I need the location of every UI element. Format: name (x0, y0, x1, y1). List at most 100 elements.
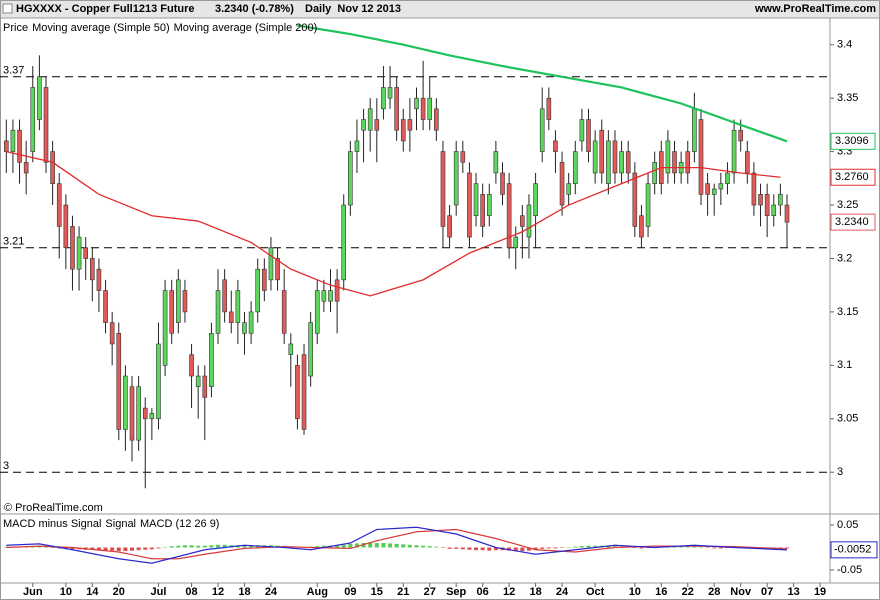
histogram-bar (566, 547, 571, 548)
candle-body (215, 290, 221, 334)
candle-body (176, 279, 181, 323)
y-tick-label: 3.25 (837, 199, 858, 211)
candle-body (23, 161, 29, 174)
histogram-bar (487, 547, 492, 551)
x-tick-label: 13 (787, 586, 799, 598)
candle-body (394, 87, 399, 131)
candle-body (705, 183, 710, 195)
x-tick-label: 21 (397, 586, 409, 598)
candle-body (90, 258, 95, 281)
x-tick-label: Sep (446, 586, 466, 598)
histogram-bar (368, 543, 373, 548)
histogram-bar (394, 543, 399, 548)
histogram-bar (130, 547, 135, 551)
candle-body (116, 332, 122, 430)
candle-body (387, 87, 393, 99)
candle-body (202, 375, 208, 398)
histogram-bar (361, 543, 366, 548)
x-tick-label: 12 (212, 586, 224, 598)
candle-body (467, 172, 472, 238)
candle-body (4, 140, 9, 152)
histogram-bar (407, 544, 412, 548)
candle-body (718, 183, 724, 190)
legend-entry: Moving average (Simple 200) (174, 22, 318, 34)
candle-body (612, 140, 618, 174)
candle-body (434, 108, 439, 131)
candle-body (348, 151, 353, 206)
watermark: © ProRealTime.com (4, 502, 103, 514)
y-tick-label: 3.35 (837, 92, 858, 104)
header-bar (0, 0, 880, 18)
candle-body (606, 140, 611, 184)
x-tick-label: 24 (556, 586, 569, 598)
candle-body (17, 129, 22, 163)
histogram-bar (242, 545, 247, 548)
candle-body (248, 311, 254, 334)
legend-entry: MACD minus Signal (3, 518, 101, 530)
x-tick-label: 19 (814, 586, 826, 598)
candle-body (778, 194, 783, 206)
histogram-bar (573, 546, 578, 548)
histogram-bar (222, 544, 227, 548)
x-tick-label: 20 (113, 586, 125, 598)
candle-body (685, 151, 691, 174)
x-tick-label: 09 (344, 586, 356, 598)
candle-body (314, 290, 320, 334)
candle-body (592, 140, 598, 174)
candle-body (83, 247, 88, 259)
candle-body (711, 188, 717, 195)
histogram-bar (493, 547, 498, 551)
title: HGXXXX - Copper Full1213 Future (16, 3, 194, 15)
last-value-box (830, 132, 876, 150)
histogram-bar (546, 547, 551, 549)
y-tick-label: -0.05 (837, 564, 862, 576)
x-tick-label: Jun (23, 586, 43, 598)
histogram-bar (156, 547, 161, 549)
candle-body (136, 386, 141, 441)
histogram-bar (725, 547, 730, 548)
candle-body (63, 204, 69, 249)
candle-body (228, 311, 234, 323)
histogram-bar (216, 544, 221, 548)
macd-line (6, 526, 788, 564)
candle-body (784, 204, 790, 223)
histogram-bar (480, 547, 485, 551)
candle-body (268, 247, 274, 281)
candle-body (374, 119, 380, 131)
histogram-bar (24, 547, 29, 548)
candle-body (546, 97, 552, 120)
source: www.ProRealTime.com (754, 3, 876, 15)
histogram-bar (381, 543, 386, 548)
candle-body (109, 322, 115, 345)
histogram-bar (401, 544, 406, 548)
histogram-bar (163, 547, 168, 548)
candle-body (281, 290, 287, 334)
candle-body (37, 76, 42, 120)
candle-body (189, 354, 194, 377)
candle-body (619, 151, 624, 174)
y-tick-label: 0.05 (837, 519, 858, 531)
moving-average-line (297, 24, 788, 143)
candle-body (533, 183, 538, 217)
histogram-bar (474, 547, 479, 551)
histogram-bar (698, 547, 703, 548)
candle-body (453, 151, 459, 206)
legend-entry: Price (3, 22, 28, 34)
candle-body (414, 97, 419, 110)
histogram-bar (540, 547, 545, 549)
histogram-bar (639, 547, 644, 549)
level-label: 3.21 (3, 236, 24, 248)
histogram-bar (44, 546, 49, 548)
histogram-bar (586, 545, 591, 548)
candle-body (275, 258, 280, 281)
histogram-bar (513, 547, 518, 552)
histogram-bar (354, 543, 359, 548)
candle-body (639, 215, 644, 238)
histogram-bar (123, 547, 128, 552)
candle-body (420, 97, 426, 120)
x-tick-label: 12 (503, 586, 515, 598)
histogram-bar (579, 546, 584, 548)
candle-body (321, 290, 327, 302)
histogram-bar (182, 545, 187, 548)
